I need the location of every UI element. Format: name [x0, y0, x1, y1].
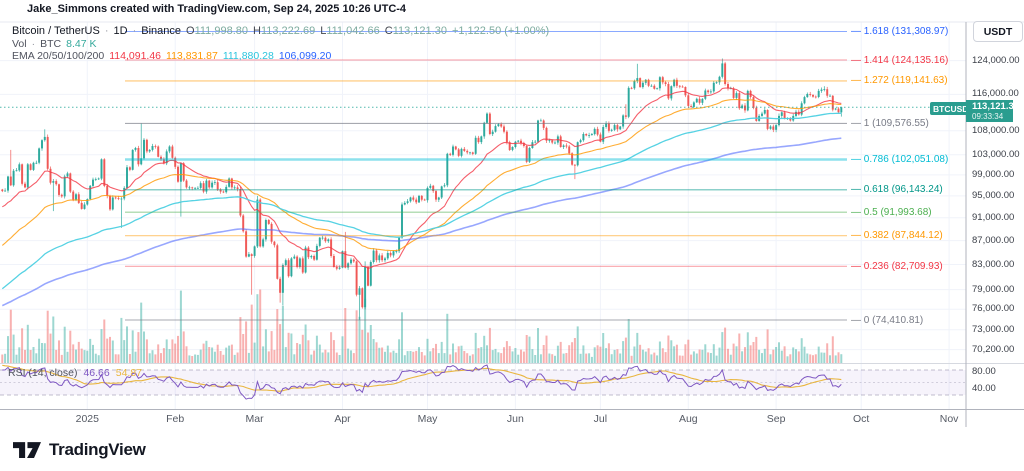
time-axis-tick: 2025	[75, 413, 99, 425]
ema-label: EMA 20/50/100/200	[12, 50, 105, 62]
price-axis-tick: 70,200.00	[972, 343, 1015, 355]
time-axis-tick: Sep	[766, 413, 786, 425]
symbol-price-badge: BTCUSDT	[930, 102, 977, 115]
fib-level-label: — 1.272 (119,141.63)	[851, 75, 948, 87]
ema200-value: 106,099.20	[278, 50, 332, 62]
time-axis-tick: May	[417, 413, 438, 425]
bar-countdown: 09:33:34	[972, 112, 1004, 121]
price-axis-tick: 95,000.00	[972, 189, 1015, 201]
time-axis-tick: Aug	[678, 413, 698, 425]
price-axis-tick: 87,000.00	[972, 234, 1015, 246]
volume-legend-row[interactable]: Vol · BTC 8.47 K	[12, 38, 96, 50]
price-axis-tick: 116,000.00	[972, 88, 1019, 100]
attribution-text: Jake_Simmons created with TradingView.co…	[27, 3, 407, 15]
volume-label: Vol	[12, 38, 27, 50]
last-price-axis-label: 113,121.30 09:33:34	[966, 100, 1020, 122]
time-axis-tick: Feb	[166, 413, 185, 425]
fib-level-label: — 0.5 (91,993.68)	[851, 206, 932, 218]
volume-unit: BTC	[40, 38, 62, 50]
brand-name: TradingView	[49, 440, 146, 459]
fib-level-label: — 0.786 (102,051.08)	[851, 154, 949, 165]
time-axis-tick: Jun	[506, 413, 524, 425]
rsi-legend-row[interactable]: RSI (14, close) 46.66 54.87	[8, 367, 142, 379]
ema20-value: 114,091.46	[109, 50, 162, 62]
ohlc-low: L111,042.66	[320, 25, 380, 37]
fib-level-label: — 1.618 (131,308.97)	[851, 26, 949, 37]
ohlc-high: H113,222.69	[253, 25, 316, 37]
rsi-axis-tick: 80.00	[972, 366, 996, 377]
legend-separator: ·	[31, 38, 36, 50]
ema-legend-row[interactable]: EMA 20/50/100/200 114,091.46 113,831.87 …	[12, 50, 331, 62]
price-axis-tick: 76,000.00	[972, 303, 1015, 315]
fib-level-label: — 0.236 (82,709.93)	[851, 260, 943, 272]
ohlc-close: C113,121.30	[384, 25, 447, 37]
price-axis-tick: 79,000.00	[972, 283, 1015, 295]
rsi-value: 46.66	[83, 367, 110, 379]
price-axis-tick: 103,000.00	[972, 148, 1020, 160]
interval-label: 1D	[113, 25, 128, 37]
legend-separator: ·	[104, 25, 109, 37]
ema100-value: 111,880.28	[222, 50, 274, 62]
rsi-label: RSI (14, close)	[8, 367, 78, 379]
price-axis-tick: 99,000.00	[972, 168, 1015, 180]
time-axis-tick: Nov	[939, 413, 959, 425]
volume-value: 8.47 K	[66, 38, 97, 50]
fib-level-label: — 0.618 (96,143.24)	[851, 184, 943, 196]
change-value: +1,122.50 (+1.00%)	[451, 25, 550, 37]
symbol-legend-row[interactable]: Bitcoin / TetherUS · 1D · Binance O111,9…	[12, 25, 549, 38]
legend-separator: ·	[132, 25, 137, 37]
ohlc-open: O111,998.80	[186, 25, 248, 37]
time-axis-tick: Mar	[245, 413, 264, 425]
rsi-axis-tick: 40.00	[972, 382, 996, 394]
rsi-ma-value: 54.87	[115, 367, 143, 379]
fib-level-label: — 1.414 (124,135.16)	[851, 54, 949, 66]
price-axis-tick: 91,000.00	[972, 211, 1015, 223]
symbol-title: Bitcoin / TetherUS	[12, 25, 100, 37]
price-axis-tick: 73,000.00	[972, 323, 1015, 335]
time-axis-tick: Jul	[593, 413, 608, 425]
exchange-label: Binance	[141, 25, 182, 37]
time-axis-tick: Oct	[853, 413, 870, 425]
fib-level-label: — 0 (74,410.81)	[851, 314, 924, 326]
price-axis-tick: 108,000.00	[972, 124, 1020, 136]
price-axis-tick: 124,000.00	[972, 54, 1020, 66]
fib-level-label: — 0.382 (87,844.12)	[851, 230, 943, 242]
ema50-value: 113,831.87	[166, 50, 218, 62]
tradingview-logo[interactable]: TradingView	[13, 440, 146, 460]
time-axis-tick: Apr	[334, 413, 351, 425]
last-price-value: 113,121.30	[972, 101, 1020, 112]
fib-level-label: — 1 (109,576.55)	[851, 117, 929, 129]
price-axis-tick: 83,000.00	[972, 258, 1015, 270]
tradingview-logo-icon	[13, 441, 41, 458]
currency-toggle-button[interactable]: USDT	[973, 21, 1023, 42]
